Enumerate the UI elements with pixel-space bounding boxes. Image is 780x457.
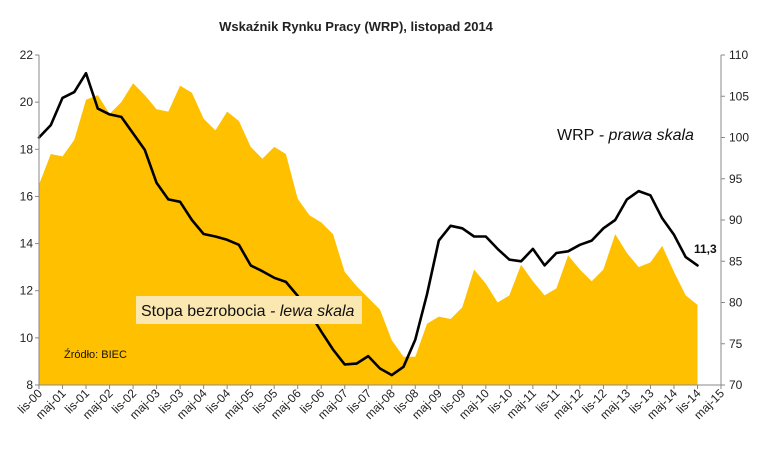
wrp-line-series	[37, 71, 699, 377]
unemployment-label-box	[136, 296, 362, 324]
left-axis-tick-labels: 8 10 12 14 16 18 20 22	[20, 48, 34, 392]
right-tick-label: 75	[729, 337, 743, 351]
right-axis-tick-labels: 70 75 80 85 90 95 100 105 110	[729, 48, 749, 392]
x-axis-tick-labels: lis-00maj-01lis-01maj-02lis-02maj-03lis-…	[15, 386, 727, 422]
unemployment-annotation-main: Stopa bezrobocia	[141, 303, 266, 320]
left-tick-label: 16	[20, 189, 34, 203]
wrp-annotation-sub: - prawa skala	[594, 127, 694, 144]
left-tick-label: 10	[20, 331, 34, 345]
right-tick-label: 105	[729, 89, 749, 103]
right-tick-label: 100	[729, 131, 749, 145]
wrp-annotation: WRP - prawa skala	[557, 127, 694, 144]
axes	[35, 54, 725, 389]
right-tick-label: 70	[729, 378, 743, 392]
left-tick-label: 18	[20, 142, 34, 156]
right-tick-label: 110	[729, 48, 748, 62]
unemployment-annotation: Stopa bezrobocia - lewa skala	[141, 303, 355, 320]
chart-title: Wskaźnik Rynku Pracy (WRP), listopad 201…	[219, 19, 494, 34]
wrp-annotation-main: WRP	[557, 127, 594, 144]
left-tick-label: 22	[20, 48, 34, 62]
right-tick-label: 95	[729, 172, 743, 186]
right-tick-label: 90	[729, 213, 743, 227]
left-tick-label: 12	[20, 284, 34, 298]
source-note: Źródło: BIEC	[64, 348, 127, 361]
left-tick-label: 20	[20, 95, 34, 109]
unemployment-annotation-sub: - lewa skala	[266, 303, 355, 320]
left-tick-label: 14	[20, 237, 34, 251]
right-tick-label: 85	[729, 254, 743, 268]
wrp-line	[37, 71, 699, 377]
right-tick-label: 80	[729, 296, 743, 310]
last-value-label: 11,3	[694, 242, 717, 256]
left-tick-label: 8	[26, 378, 33, 392]
